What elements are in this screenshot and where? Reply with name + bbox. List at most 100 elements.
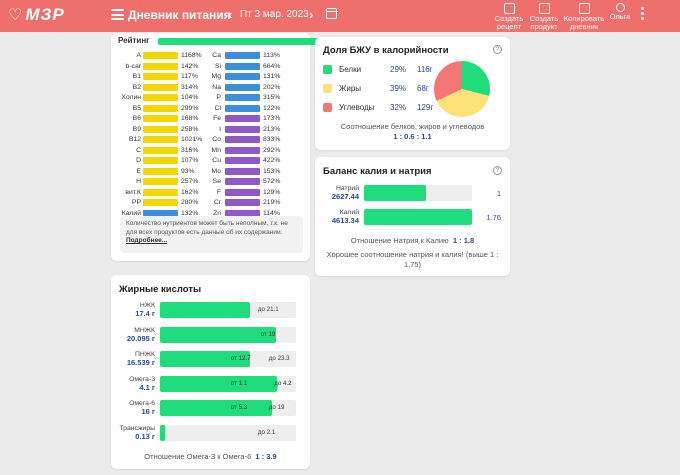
bju-legend-row: Жиры 39% 68г — [323, 83, 433, 95]
nutrient-bar — [143, 209, 178, 217]
bju-name: Жиры — [339, 84, 362, 93]
nutrient-name: PP — [131, 199, 141, 206]
fatty-acid-value: 0.13 г — [135, 431, 155, 441]
logo-text: МЗР — [25, 5, 65, 24]
nutrient-bar — [225, 62, 260, 70]
date-label[interactable]: Пт 3 мар. 2023 — [240, 9, 309, 20]
nutrient-bar — [143, 136, 178, 143]
fatty-acid-bar: от 1.1 до 4.2 — [160, 375, 296, 392]
kn-name: Натрий — [335, 185, 359, 192]
nutrient-row: P 315% — [111, 93, 310, 103]
legend-swatch — [323, 103, 332, 112]
fatty-acid-bar: до 2.1 — [160, 424, 296, 441]
fatty-acid-fill — [160, 351, 250, 367]
nutrient-percent: 153% — [263, 167, 281, 175]
fatty-acid-fill — [160, 326, 276, 343]
kn-ratio: Отношение Натрия к Калию 1 : 1.8 — [350, 236, 475, 245]
nutrient-percent: 93% — [181, 167, 195, 175]
nutrient-name: Na — [212, 83, 221, 91]
fatty-acid-label: ПНЖК 16.539 г — [115, 351, 155, 368]
pie-slice — [434, 61, 462, 101]
nutrient-name: Fe — [213, 115, 221, 122]
nutrient-percent: 104% — [181, 94, 199, 101]
bju-grams: 116г — [417, 65, 433, 74]
nutrient-bar — [225, 178, 260, 185]
fatty-acid-norm: до 2.1 — [257, 428, 276, 436]
fatty-acid-name: ПНЖК — [134, 351, 155, 358]
nutrient-percent: 173% — [263, 115, 281, 122]
create-product-button[interactable]: Создать продукт — [527, 3, 561, 31]
fatty-acid-fill — [160, 302, 250, 318]
fatty-acid-bar: от 12.7 до 23.3 — [160, 351, 296, 367]
kn-bar — [364, 209, 472, 225]
nutrient-row: Na 202% — [111, 83, 310, 93]
nutrient-row: Cl 122% — [111, 104, 310, 114]
nutrient-row: Калий 132% — [111, 209, 310, 219]
prev-day-icon[interactable]: ‹ — [228, 7, 233, 22]
copy-diary-button[interactable]: Копировать дневник — [562, 3, 606, 31]
bju-grams: 68г — [417, 84, 429, 93]
nutrient-row: Zn 114% — [111, 209, 310, 219]
fatty-acid-name: Трансжиры — [119, 424, 155, 432]
create-recipe-button[interactable]: Создать рецепт — [493, 3, 525, 31]
nutrient-bar — [143, 157, 178, 164]
user-profile-button[interactable]: Ольга — [608, 3, 632, 21]
nutrient-bar — [225, 209, 260, 217]
nutrient-percent: 114% — [263, 209, 280, 217]
bju-percent: 32% — [390, 103, 407, 112]
kn-label: Натрий 2627.44 — [319, 185, 359, 202]
nutrient-row: Ca 113% — [111, 51, 310, 61]
nutrient-bar — [225, 73, 260, 80]
fatty-acid-norm: до 23.3 — [268, 355, 290, 362]
nutrient-row: A 1168% — [111, 51, 310, 61]
nutrient-bar — [225, 115, 260, 122]
nutrient-percent: 219% — [263, 199, 281, 206]
bju-name: Углеводы — [339, 103, 375, 112]
nutrient-bar — [143, 115, 178, 122]
nutrient-bar — [225, 146, 260, 154]
nutrient-row: B2 314% — [111, 83, 310, 93]
more-options-icon[interactable] — [641, 7, 644, 22]
menu-icon[interactable] — [111, 9, 124, 20]
kn-name: Калий — [339, 209, 359, 216]
fatty-acids-title: Жирные кислоты — [119, 284, 202, 295]
more-info-link[interactable]: Подробнее... — [126, 237, 168, 244]
nutrient-bar — [143, 73, 178, 80]
help-icon[interactable]: ? — [493, 166, 502, 175]
pie-slice — [436, 89, 490, 118]
nutrient-row: вит.К 162% — [111, 188, 310, 198]
nutrient-bar — [225, 157, 260, 164]
nutrient-row: B12 1021% — [111, 135, 310, 145]
nutrient-percent: 122% — [263, 104, 281, 112]
calendar-icon[interactable] — [325, 8, 338, 19]
nutrient-row: Se 572% — [111, 177, 310, 187]
nutrient-bar — [143, 188, 178, 196]
nutrient-percent: 422% — [263, 157, 281, 164]
help-icon[interactable]: ? — [493, 45, 502, 54]
kn-bar — [364, 185, 472, 201]
nutrient-name: Калий — [121, 209, 141, 217]
fatty-acid-value: 20.095 г — [126, 333, 155, 343]
nutrient-name: Холин — [121, 94, 141, 101]
nutrient-percent: 572% — [263, 178, 281, 185]
nutrient-name: Mn — [211, 146, 221, 154]
rating-bar — [158, 38, 378, 45]
nutrient-name: Co — [212, 136, 221, 143]
next-day-icon[interactable]: › — [309, 7, 314, 22]
bju-legend-row: Белки 29% 116г — [323, 64, 433, 76]
potassium-sodium-card: Баланс калия и натрия ? Натрий 2627.44 1 Ка… — [315, 157, 510, 276]
nutrient-row: C 316% — [111, 146, 310, 156]
nutrient-bar — [143, 199, 178, 206]
nutrient-name: B12 — [128, 136, 141, 143]
nutrient-name: I — [219, 125, 221, 133]
nutrient-row: F 129% — [111, 188, 310, 198]
nutrient-row: Mn 292% — [111, 146, 310, 156]
nutrient-bar — [225, 136, 260, 143]
legend-swatch — [323, 84, 332, 93]
nutrient-note: Количество нутриентов может быть неполны… — [120, 216, 303, 253]
nutrient-row: b-car 142% — [111, 62, 310, 72]
nutrients-card: Рейтинг 100 A1168%b-car142%B1117%B2314%Х… — [111, 33, 396, 261]
bju-ratio: Соотношение белков, жиров и углеводов 1 … — [340, 122, 485, 141]
app-logo[interactable]: ♡ МЗР — [8, 5, 65, 25]
fatty-acid-norm: от 1.1 — [230, 379, 248, 387]
